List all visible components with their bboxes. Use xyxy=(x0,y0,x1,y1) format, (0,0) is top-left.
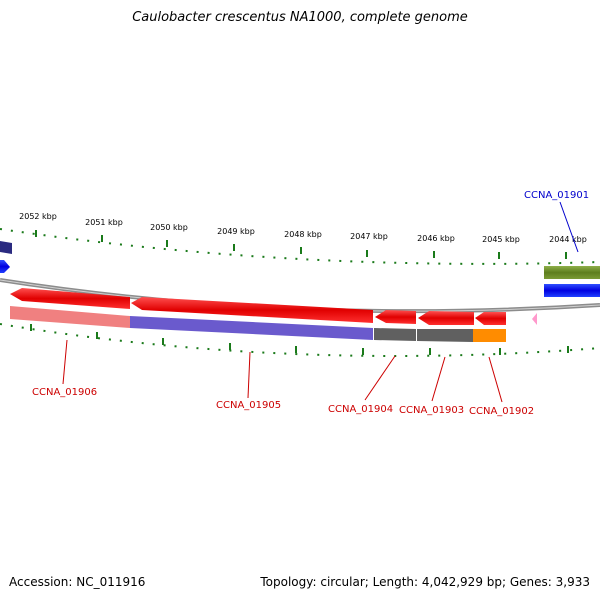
genome-summary-text: Topology: circular; Length: 4,042,929 bp… xyxy=(260,575,590,589)
scale-tick-label: 2052 kbp xyxy=(19,212,57,221)
scale-tick-label: 2047 kbp xyxy=(350,232,388,241)
scale-tick-label: 2049 kbp xyxy=(217,227,255,236)
gene-ccna-01906[interactable] xyxy=(10,288,130,309)
gene-ccna-01905[interactable] xyxy=(131,297,373,323)
scale-tick-label: 2045 kbp xyxy=(482,235,520,244)
scale-tick-label: 2050 kbp xyxy=(150,223,188,232)
cog-bars xyxy=(10,306,537,342)
cog-bar-01903 xyxy=(417,329,473,342)
gene-label-ccna-01903[interactable]: CCNA_01903 xyxy=(399,405,464,416)
cog-small-marker xyxy=(532,313,537,325)
gene-ccna-01901[interactable] xyxy=(544,284,600,297)
gene-ccna-01903[interactable] xyxy=(418,311,474,325)
scale-tick-label: 2051 kbp xyxy=(85,218,123,227)
scale-ticks xyxy=(35,230,567,259)
cog-bar-01904 xyxy=(374,328,416,341)
cog-bar-01906 xyxy=(10,306,130,328)
scale-tick-label: 2046 kbp xyxy=(417,234,455,243)
scale-tick-label: 2048 kbp xyxy=(284,230,322,239)
cog-bar-01901 xyxy=(544,266,600,279)
gene-label-ccna-01906[interactable]: CCNA_01906 xyxy=(32,387,97,398)
gene-label-ccna-01902[interactable]: CCNA_01902 xyxy=(469,406,534,417)
map-title: Caulobacter crescentus NA1000, complete … xyxy=(132,10,468,25)
gene-ccna-01902[interactable] xyxy=(475,312,506,325)
forward-gene-fragment[interactable] xyxy=(0,241,12,254)
scale-ring: 2052 kbp 2051 kbp 2050 kbp 2049 kbp 2048 kbp… xyxy=(0,212,600,265)
gene-label-ccna-01901[interactable]: CCNA_01901 xyxy=(524,190,589,201)
reverse-strand-genes xyxy=(10,288,506,325)
cog-bar-01905 xyxy=(130,316,373,340)
forward-gene-arrow-fragment[interactable] xyxy=(0,260,10,273)
scale-tick-label: 2044 kbp xyxy=(549,235,587,244)
gene-label-ccna-01904[interactable]: CCNA_01904 xyxy=(328,404,393,415)
gene-label-ccna-01905[interactable]: CCNA_01905 xyxy=(216,400,281,411)
accession-text: Accession: NC_011916 xyxy=(9,575,146,589)
scale-labels: 2052 kbp 2051 kbp 2050 kbp 2049 kbp 2048 kbp… xyxy=(19,212,587,244)
cog-bar-01902 xyxy=(473,329,506,342)
inner-scale-ticks xyxy=(30,324,569,355)
gene-ccna-01904[interactable] xyxy=(375,310,416,324)
label-leaders xyxy=(62,201,579,403)
